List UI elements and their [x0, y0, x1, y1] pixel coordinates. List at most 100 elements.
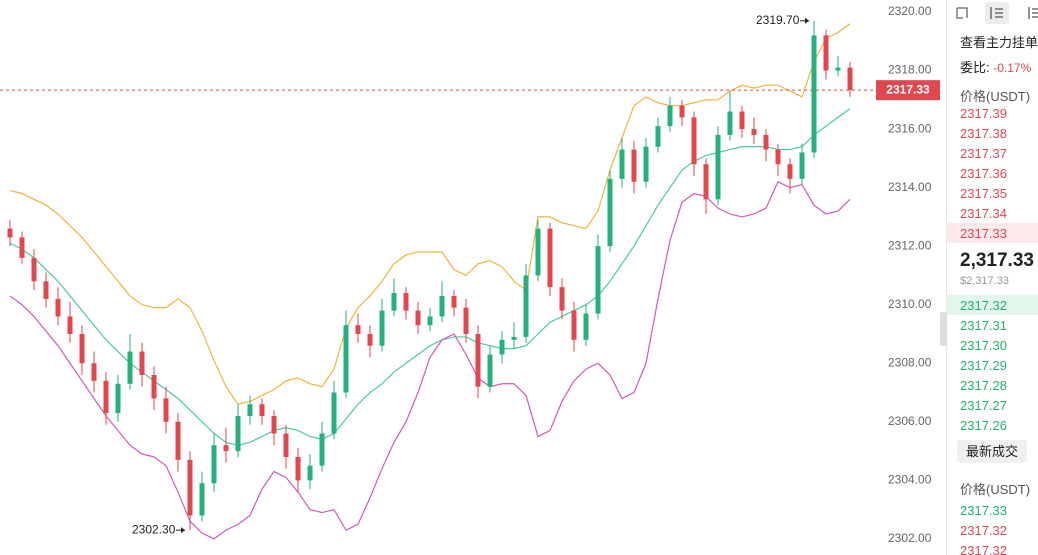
price-row[interactable]: 2317.30 — [960, 338, 1007, 353]
candle-body — [127, 351, 133, 384]
toolbar — [956, 2, 1038, 24]
icon-list[interactable] — [1028, 7, 1038, 19]
low-arrow-head — [181, 527, 185, 534]
candle-body — [307, 465, 313, 481]
candle-body — [259, 404, 265, 416]
y-tick-label: 2320.00 — [888, 4, 932, 18]
price-row[interactable]: 2317.31 — [960, 318, 1007, 333]
price-row[interactable]: 2317.32 — [960, 543, 1007, 555]
ratio-value: -0.17% — [993, 61, 1032, 75]
price-row[interactable]: 2317.26 — [960, 418, 1007, 433]
icon-book[interactable] — [990, 7, 1003, 19]
price-row[interactable]: 2317.28 — [960, 378, 1007, 393]
candle-body — [79, 333, 85, 364]
ratio-label: 委比: — [960, 60, 990, 75]
price-row[interactable]: 2317.36 — [960, 166, 1007, 181]
candle-body — [295, 456, 301, 481]
candle-body — [655, 126, 661, 147]
price-row[interactable]: 2317.27 — [960, 398, 1007, 413]
candle-body — [583, 313, 589, 340]
band-line — [9, 108, 851, 446]
candle-body — [151, 374, 157, 399]
candle-body — [547, 228, 553, 288]
candle-body — [139, 351, 145, 375]
candle-body — [775, 149, 781, 165]
candle-body — [355, 325, 361, 334]
main-orders[interactable]: 查看主力挂单 — [960, 35, 1038, 50]
price-header: 价格(USDT) — [960, 89, 1031, 104]
price-row[interactable]: 2317.33 — [960, 226, 1007, 241]
candle-body — [619, 149, 625, 179]
price-row[interactable]: 2317.37 — [960, 146, 1007, 161]
price-row[interactable]: 2317.32 — [960, 523, 1007, 538]
price-row[interactable]: 2317.33 — [960, 503, 1007, 518]
candle-body — [835, 67, 841, 71]
candle-body — [331, 392, 337, 434]
candle-body — [163, 398, 169, 422]
price-row[interactable]: 2317.38 — [960, 126, 1007, 141]
price-row[interactable]: 2317.35 — [960, 186, 1007, 201]
y-tick-label: 2312.00 — [888, 238, 932, 252]
candle-body — [751, 129, 757, 135]
candle-body — [391, 293, 397, 311]
candle-body — [727, 111, 733, 135]
candle-body — [847, 67, 853, 91]
high-arrow-head — [805, 17, 809, 24]
y-tick-label: 2304.00 — [888, 473, 932, 487]
candle-body — [571, 310, 577, 340]
price-row[interactable]: 2317.39 — [960, 106, 1007, 121]
y-tick-label: 2318.00 — [888, 63, 932, 77]
candle-body — [211, 445, 217, 484]
order-panel: 查看主力挂单 委比: -0.17% 价格(USDT) 2317.39 2317.3… — [946, 0, 1038, 555]
y-tick-label: 2316.00 — [888, 121, 932, 135]
candle-body — [187, 459, 193, 516]
latest-trades-button[interactable]: 最新成交 — [957, 440, 1027, 463]
candle-body — [523, 275, 529, 337]
candle-body — [271, 415, 277, 434]
band-line — [9, 180, 851, 540]
candle-body — [511, 336, 517, 340]
candle-body — [235, 415, 241, 452]
candle-body — [223, 445, 229, 452]
low-label: 2302.30 — [132, 522, 176, 536]
candle-body — [703, 164, 709, 200]
last-price: 2,317.33 — [960, 250, 1034, 271]
candle-body — [535, 228, 541, 276]
candle-body — [679, 105, 685, 118]
price-row[interactable]: 2317.29 — [960, 358, 1007, 373]
candle-body — [247, 404, 253, 416]
collapse-handle[interactable] — [940, 312, 947, 346]
y-tick-label: 2308.00 — [888, 355, 932, 369]
candle-body — [799, 152, 805, 179]
candle-body — [367, 333, 373, 346]
candle-body — [91, 363, 97, 381]
band-line — [9, 23, 851, 405]
candle-body — [667, 105, 673, 127]
price-row[interactable]: 2317.32 — [960, 298, 1007, 313]
last-price-usd: $2,317.33 — [960, 275, 1009, 287]
candle-body — [427, 316, 433, 326]
candle-body — [103, 380, 109, 414]
candle-body — [739, 111, 745, 130]
trades-header: 价格(USDT) — [960, 482, 1031, 497]
candle-body — [199, 483, 205, 516]
candle-body — [631, 149, 637, 182]
candle-body — [19, 237, 25, 258]
candle-body — [475, 333, 481, 387]
candle-body — [823, 35, 829, 71]
last-price-tag-text: 2317.33 — [886, 82, 930, 96]
y-tick-label: 2310.00 — [888, 297, 932, 311]
high-label: 2319.70 — [756, 13, 800, 27]
candle-body — [463, 307, 469, 334]
price-row[interactable]: 2317.34 — [960, 206, 1007, 221]
candle-body — [763, 134, 769, 150]
candle-body — [403, 293, 409, 311]
y-tick-label: 2314.00 — [888, 180, 932, 194]
candle-body — [283, 433, 289, 457]
candle-body — [607, 178, 613, 247]
icon-layout[interactable] — [956, 7, 968, 19]
candle-body — [811, 35, 817, 153]
chart: 2320.00 2318.00 2316.00 2314.00 2312.00 2310.… — [0, 4, 940, 545]
candle-body — [643, 146, 649, 182]
